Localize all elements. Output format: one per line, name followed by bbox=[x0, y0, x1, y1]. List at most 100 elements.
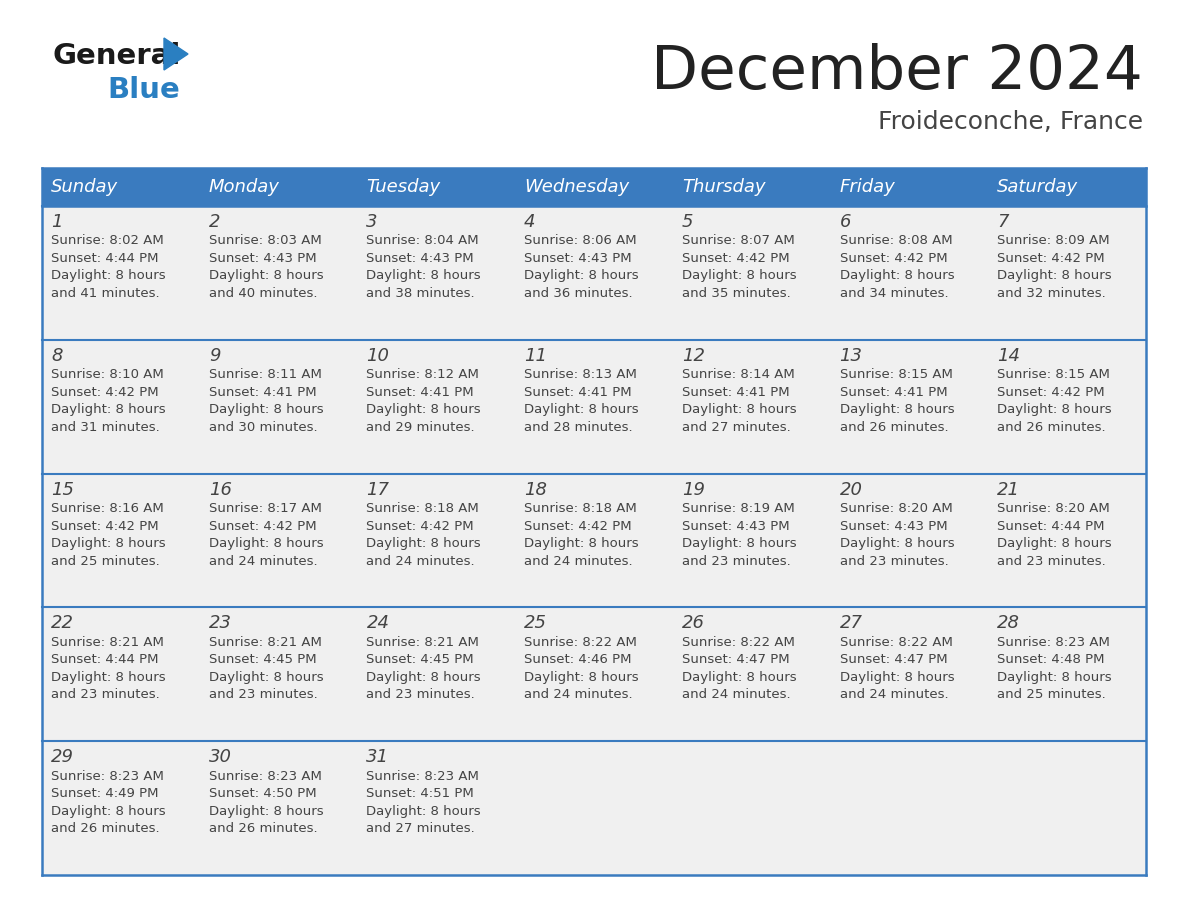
Text: Sunset: 4:41 PM: Sunset: 4:41 PM bbox=[840, 386, 947, 398]
Text: Sunrise: 8:22 AM: Sunrise: 8:22 AM bbox=[840, 636, 953, 649]
Text: Tuesday: Tuesday bbox=[366, 178, 441, 196]
Text: Sunrise: 8:14 AM: Sunrise: 8:14 AM bbox=[682, 368, 795, 381]
Text: Sunrise: 8:09 AM: Sunrise: 8:09 AM bbox=[997, 234, 1110, 248]
Text: Wednesday: Wednesday bbox=[524, 178, 630, 196]
Text: and 28 minutes.: and 28 minutes. bbox=[524, 420, 633, 434]
Text: Sunrise: 8:18 AM: Sunrise: 8:18 AM bbox=[524, 502, 637, 515]
Text: Sunset: 4:47 PM: Sunset: 4:47 PM bbox=[682, 654, 790, 666]
Bar bbox=[200, 340, 358, 474]
Text: Sunrise: 8:15 AM: Sunrise: 8:15 AM bbox=[997, 368, 1110, 381]
Bar bbox=[516, 206, 672, 340]
Polygon shape bbox=[164, 38, 188, 70]
Text: Friday: Friday bbox=[840, 178, 896, 196]
Text: 1: 1 bbox=[51, 213, 63, 231]
Text: Sunrise: 8:02 AM: Sunrise: 8:02 AM bbox=[51, 234, 164, 248]
Text: 23: 23 bbox=[209, 614, 232, 633]
Text: December 2024: December 2024 bbox=[651, 42, 1143, 102]
Text: Daylight: 8 hours: Daylight: 8 hours bbox=[682, 671, 796, 684]
Text: Daylight: 8 hours: Daylight: 8 hours bbox=[682, 270, 796, 283]
Text: and 23 minutes.: and 23 minutes. bbox=[51, 688, 159, 701]
Text: Daylight: 8 hours: Daylight: 8 hours bbox=[51, 537, 165, 550]
Text: Daylight: 8 hours: Daylight: 8 hours bbox=[366, 403, 481, 416]
Text: 10: 10 bbox=[366, 347, 390, 364]
Text: Sunrise: 8:04 AM: Sunrise: 8:04 AM bbox=[366, 234, 479, 248]
Text: 22: 22 bbox=[51, 614, 74, 633]
Bar bbox=[42, 474, 200, 608]
Text: Sunset: 4:42 PM: Sunset: 4:42 PM bbox=[51, 386, 159, 398]
Text: Daylight: 8 hours: Daylight: 8 hours bbox=[209, 270, 323, 283]
Text: and 23 minutes.: and 23 minutes. bbox=[840, 554, 948, 567]
Text: 19: 19 bbox=[682, 481, 704, 498]
Text: Sunset: 4:43 PM: Sunset: 4:43 PM bbox=[840, 520, 947, 532]
Bar bbox=[672, 741, 830, 875]
Text: Sunset: 4:42 PM: Sunset: 4:42 PM bbox=[997, 252, 1105, 265]
Text: and 38 minutes.: and 38 minutes. bbox=[366, 287, 475, 300]
Bar bbox=[988, 474, 1146, 608]
Text: 21: 21 bbox=[997, 481, 1020, 498]
Text: Sunset: 4:42 PM: Sunset: 4:42 PM bbox=[997, 386, 1105, 398]
Text: Sunrise: 8:17 AM: Sunrise: 8:17 AM bbox=[209, 502, 322, 515]
Text: Sunset: 4:41 PM: Sunset: 4:41 PM bbox=[524, 386, 632, 398]
Text: Sunset: 4:47 PM: Sunset: 4:47 PM bbox=[840, 654, 947, 666]
Text: and 29 minutes.: and 29 minutes. bbox=[366, 420, 475, 434]
Bar bbox=[42, 168, 200, 206]
Text: Daylight: 8 hours: Daylight: 8 hours bbox=[366, 805, 481, 818]
Bar bbox=[672, 474, 830, 608]
Text: Sunset: 4:42 PM: Sunset: 4:42 PM bbox=[209, 520, 316, 532]
Bar bbox=[830, 474, 988, 608]
Text: and 34 minutes.: and 34 minutes. bbox=[840, 287, 948, 300]
Text: Sunset: 4:42 PM: Sunset: 4:42 PM bbox=[524, 520, 632, 532]
Text: Sunset: 4:46 PM: Sunset: 4:46 PM bbox=[524, 654, 632, 666]
Text: Sunset: 4:42 PM: Sunset: 4:42 PM bbox=[366, 520, 474, 532]
Text: Daylight: 8 hours: Daylight: 8 hours bbox=[997, 403, 1112, 416]
Text: Sunrise: 8:18 AM: Sunrise: 8:18 AM bbox=[366, 502, 479, 515]
Bar bbox=[516, 340, 672, 474]
Text: 16: 16 bbox=[209, 481, 232, 498]
Text: Daylight: 8 hours: Daylight: 8 hours bbox=[51, 270, 165, 283]
Text: and 27 minutes.: and 27 minutes. bbox=[682, 420, 790, 434]
Text: Sunset: 4:45 PM: Sunset: 4:45 PM bbox=[366, 654, 474, 666]
Bar bbox=[830, 608, 988, 741]
Text: General: General bbox=[52, 42, 181, 70]
Text: and 23 minutes.: and 23 minutes. bbox=[209, 688, 317, 701]
Text: Sunset: 4:44 PM: Sunset: 4:44 PM bbox=[51, 654, 158, 666]
Bar bbox=[42, 206, 200, 340]
Text: Sunrise: 8:11 AM: Sunrise: 8:11 AM bbox=[209, 368, 322, 381]
Text: 9: 9 bbox=[209, 347, 220, 364]
Text: Daylight: 8 hours: Daylight: 8 hours bbox=[51, 671, 165, 684]
Text: and 35 minutes.: and 35 minutes. bbox=[682, 287, 790, 300]
Bar bbox=[988, 741, 1146, 875]
Text: Daylight: 8 hours: Daylight: 8 hours bbox=[209, 403, 323, 416]
Text: Daylight: 8 hours: Daylight: 8 hours bbox=[682, 537, 796, 550]
Text: Sunset: 4:50 PM: Sunset: 4:50 PM bbox=[209, 788, 316, 800]
Text: Sunrise: 8:12 AM: Sunrise: 8:12 AM bbox=[366, 368, 479, 381]
Text: Daylight: 8 hours: Daylight: 8 hours bbox=[524, 403, 639, 416]
Text: 24: 24 bbox=[366, 614, 390, 633]
Text: 14: 14 bbox=[997, 347, 1020, 364]
Bar bbox=[988, 206, 1146, 340]
Text: Sunrise: 8:22 AM: Sunrise: 8:22 AM bbox=[682, 636, 795, 649]
Bar bbox=[830, 168, 988, 206]
Bar bbox=[42, 608, 200, 741]
Text: Sunset: 4:44 PM: Sunset: 4:44 PM bbox=[997, 520, 1105, 532]
Text: 20: 20 bbox=[840, 481, 862, 498]
Bar bbox=[358, 474, 516, 608]
Text: Sunset: 4:41 PM: Sunset: 4:41 PM bbox=[209, 386, 316, 398]
Text: and 24 minutes.: and 24 minutes. bbox=[366, 554, 475, 567]
Text: Sunrise: 8:03 AM: Sunrise: 8:03 AM bbox=[209, 234, 322, 248]
Text: Sunset: 4:49 PM: Sunset: 4:49 PM bbox=[51, 788, 158, 800]
Bar bbox=[200, 741, 358, 875]
Text: and 23 minutes.: and 23 minutes. bbox=[682, 554, 790, 567]
Text: and 26 minutes.: and 26 minutes. bbox=[209, 823, 317, 835]
Text: 25: 25 bbox=[524, 614, 548, 633]
Text: Sunset: 4:42 PM: Sunset: 4:42 PM bbox=[682, 252, 790, 265]
Text: Sunset: 4:42 PM: Sunset: 4:42 PM bbox=[51, 520, 159, 532]
Text: Daylight: 8 hours: Daylight: 8 hours bbox=[51, 805, 165, 818]
Text: Sunset: 4:42 PM: Sunset: 4:42 PM bbox=[840, 252, 947, 265]
Text: Daylight: 8 hours: Daylight: 8 hours bbox=[524, 671, 639, 684]
Bar bbox=[358, 741, 516, 875]
Text: 13: 13 bbox=[840, 347, 862, 364]
Text: Daylight: 8 hours: Daylight: 8 hours bbox=[682, 403, 796, 416]
Text: Sunrise: 8:20 AM: Sunrise: 8:20 AM bbox=[840, 502, 953, 515]
Text: Daylight: 8 hours: Daylight: 8 hours bbox=[366, 671, 481, 684]
